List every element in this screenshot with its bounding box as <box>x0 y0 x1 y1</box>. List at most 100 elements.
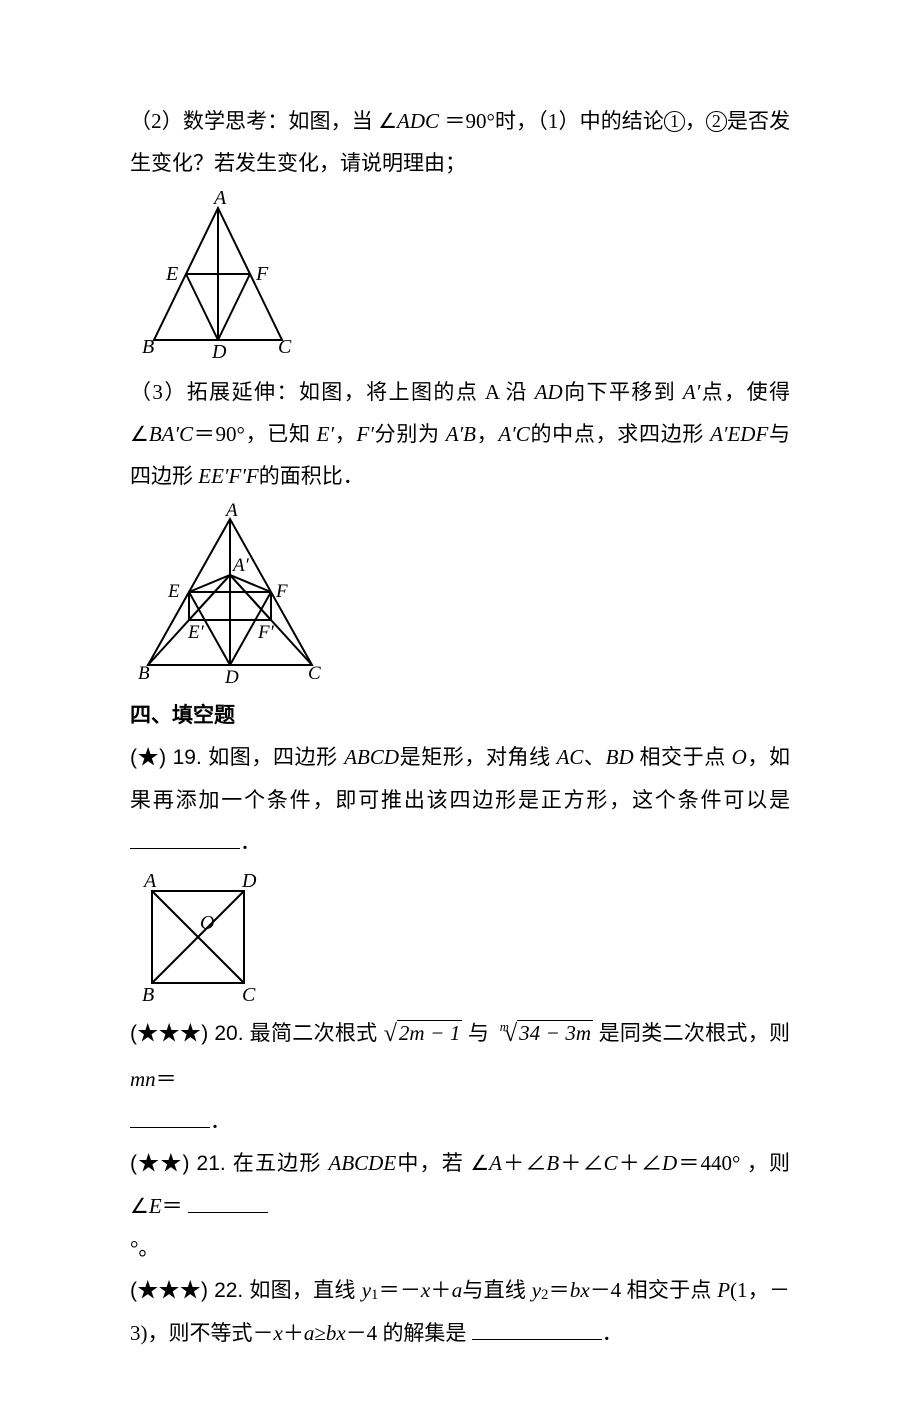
q2-para: （2）数学思考：如图，当 ∠ADC ＝90°时，（1）中的结论1，2是否发生变化… <box>130 100 790 184</box>
q19-pre: (★) 19. 如图，四边形 <box>130 746 344 769</box>
q2-prefix: （2）数学思考：如图，当 <box>130 109 378 133</box>
q3-mid2: 点，使得 <box>700 380 790 404</box>
fig3-C: C <box>242 984 256 1004</box>
q3-t5: 的面积比． <box>259 464 364 488</box>
q22-eq1: ＝－ <box>378 1278 421 1302</box>
fig1-D: D <box>211 341 227 363</box>
q20-pre: (★★★) 20. 最简二次根式 <box>130 1022 384 1045</box>
q3-sep: ， <box>334 422 356 446</box>
q22-s4: 的解集是 <box>377 1321 472 1345</box>
q19-AC: AC <box>557 745 584 769</box>
q2-angle: ∠ <box>378 109 397 133</box>
q3-BAC: BA′C <box>149 422 193 446</box>
q21-s2: ，则 <box>740 1151 790 1175</box>
q3-t3: 的中点，求四边形 <box>530 422 710 446</box>
q22-plus: ＋ <box>430 1278 452 1302</box>
q2-lhs: ADC <box>397 109 439 133</box>
q2-c2: 2 <box>706 111 727 132</box>
q22-x3: x <box>274 1321 283 1345</box>
q22-minus: －4 <box>590 1278 622 1302</box>
q21-E: ∠E <box>130 1194 162 1218</box>
q21-unit: °。 <box>130 1236 159 1260</box>
q19-blank <box>130 829 240 849</box>
q22-s1: 与直线 <box>462 1278 532 1302</box>
q22-tail: ． <box>602 1321 623 1345</box>
q22-sub1: 1 <box>371 1287 378 1303</box>
q19-s1: 是矩形，对角线 <box>399 745 557 769</box>
q3-eq: ＝ <box>193 422 215 446</box>
q2-c1: 1 <box>664 111 685 132</box>
q22-b2: b <box>326 1321 337 1345</box>
q20-eq: ＝ <box>156 1067 177 1091</box>
sqrt-34-3m: m√34 − 3m <box>495 1021 593 1045</box>
fig3-O: O <box>200 912 214 934</box>
q3-t2: 分别为 <box>374 422 446 446</box>
q3-Fp: F′ <box>357 422 374 446</box>
q20-tail: ． <box>210 1109 231 1133</box>
q21-s1: 中，若 <box>396 1151 470 1175</box>
q2-sep: ， <box>685 109 706 133</box>
fig2-Ap: A′ <box>231 555 250 576</box>
q19-para: (★) 19. 如图，四边形 ABCD是矩形，对角线 AC、BD 相交于点 O，… <box>130 736 790 863</box>
fig1-C: C <box>278 336 292 358</box>
fig2-E: E <box>167 581 180 602</box>
fig1-B: B <box>142 336 154 358</box>
fig2-F: F <box>275 581 288 602</box>
fig2-C: C <box>308 663 321 684</box>
q3-Ep: E′ <box>317 422 334 446</box>
q3-angle: ∠ <box>130 422 149 446</box>
q3-prefix: （3）拓展延伸：如图，将上图的点 A 沿 <box>130 380 535 404</box>
q3-EEFF: EE′F′F <box>198 464 259 488</box>
fig1-F: F <box>255 263 269 285</box>
q22-eq2: ＝ <box>548 1278 570 1302</box>
q22-sub2: 2 <box>541 1287 548 1303</box>
q2-eq: ＝ <box>444 109 465 133</box>
q20-blank <box>130 1108 210 1128</box>
q19-s2: 相交于点 <box>634 745 732 769</box>
q21-pre: (★★) 21. 在五边形 <box>130 1152 329 1175</box>
sqrt-2m-1: √2m − 1 <box>384 1021 463 1045</box>
q22-x1: x <box>421 1278 430 1302</box>
figure-square-abcd: A D B C O <box>130 869 265 1004</box>
q19-BD: BD <box>606 745 634 769</box>
q22-minus2: －4 <box>346 1321 378 1345</box>
fig3-B: B <box>142 984 154 1004</box>
q20-s2: 是同类二次根式，则 <box>593 1021 790 1045</box>
q20-r1: 2m − 1 <box>399 1021 460 1045</box>
q2-rhs: 90° <box>466 109 495 133</box>
q3-AEDF: A′EDF <box>710 422 768 446</box>
fig2-Ep: E′ <box>187 622 205 643</box>
q3-mid1: 向下平移到 <box>563 380 683 404</box>
q20-idx: m <box>500 1015 509 1040</box>
fig1-E: E <box>165 263 178 285</box>
fig3-D: D <box>241 870 257 892</box>
section-heading: 四、填空题 <box>130 694 790 736</box>
figure-triangle-edf: A B C D E F <box>130 190 305 365</box>
q22-y1: y <box>362 1278 371 1302</box>
q3-rhs: 90° <box>216 422 245 446</box>
q21-blank <box>188 1193 268 1213</box>
q20-mid: 与 <box>462 1021 494 1045</box>
q22-blank <box>472 1320 602 1340</box>
figure-triangle-aprime: A A′ B C D E F E′ F′ <box>130 503 330 688</box>
q21-ABCDE: ABCDE <box>329 1151 397 1175</box>
q20-r2: 34 − 3m <box>519 1021 591 1045</box>
q3-sep2: ， <box>476 422 498 446</box>
q19-tail: ． <box>240 830 261 854</box>
q22-s3: ，则不等式－ <box>148 1321 274 1345</box>
q3-ApB: A′B <box>446 422 476 446</box>
q22-para: (★★★) 22. 如图，直线 y1＝－x＋a与直线 y2＝bx－4 相交于点 … <box>130 1269 790 1354</box>
q3-ApC: A′C <box>498 422 529 446</box>
q19-O: O <box>732 745 747 769</box>
q3-t1: ，已知 <box>245 422 317 446</box>
q3-para: （3）拓展延伸：如图，将上图的点 A 沿 AD向下平移到 A′点，使得 ∠BA′… <box>130 371 790 497</box>
fig2-B: B <box>138 663 150 684</box>
q22-a2: a <box>304 1321 315 1345</box>
fig3-A: A <box>142 870 157 892</box>
q22-s2: 相交于点 <box>621 1278 717 1302</box>
fig2-D: D <box>224 667 239 688</box>
q22-P: P <box>717 1278 730 1302</box>
q22-pre: (★★★) 22. 如图，直线 <box>130 1279 362 1302</box>
q21-eq: ＝ <box>162 1194 188 1218</box>
q22-b: b <box>570 1278 581 1302</box>
